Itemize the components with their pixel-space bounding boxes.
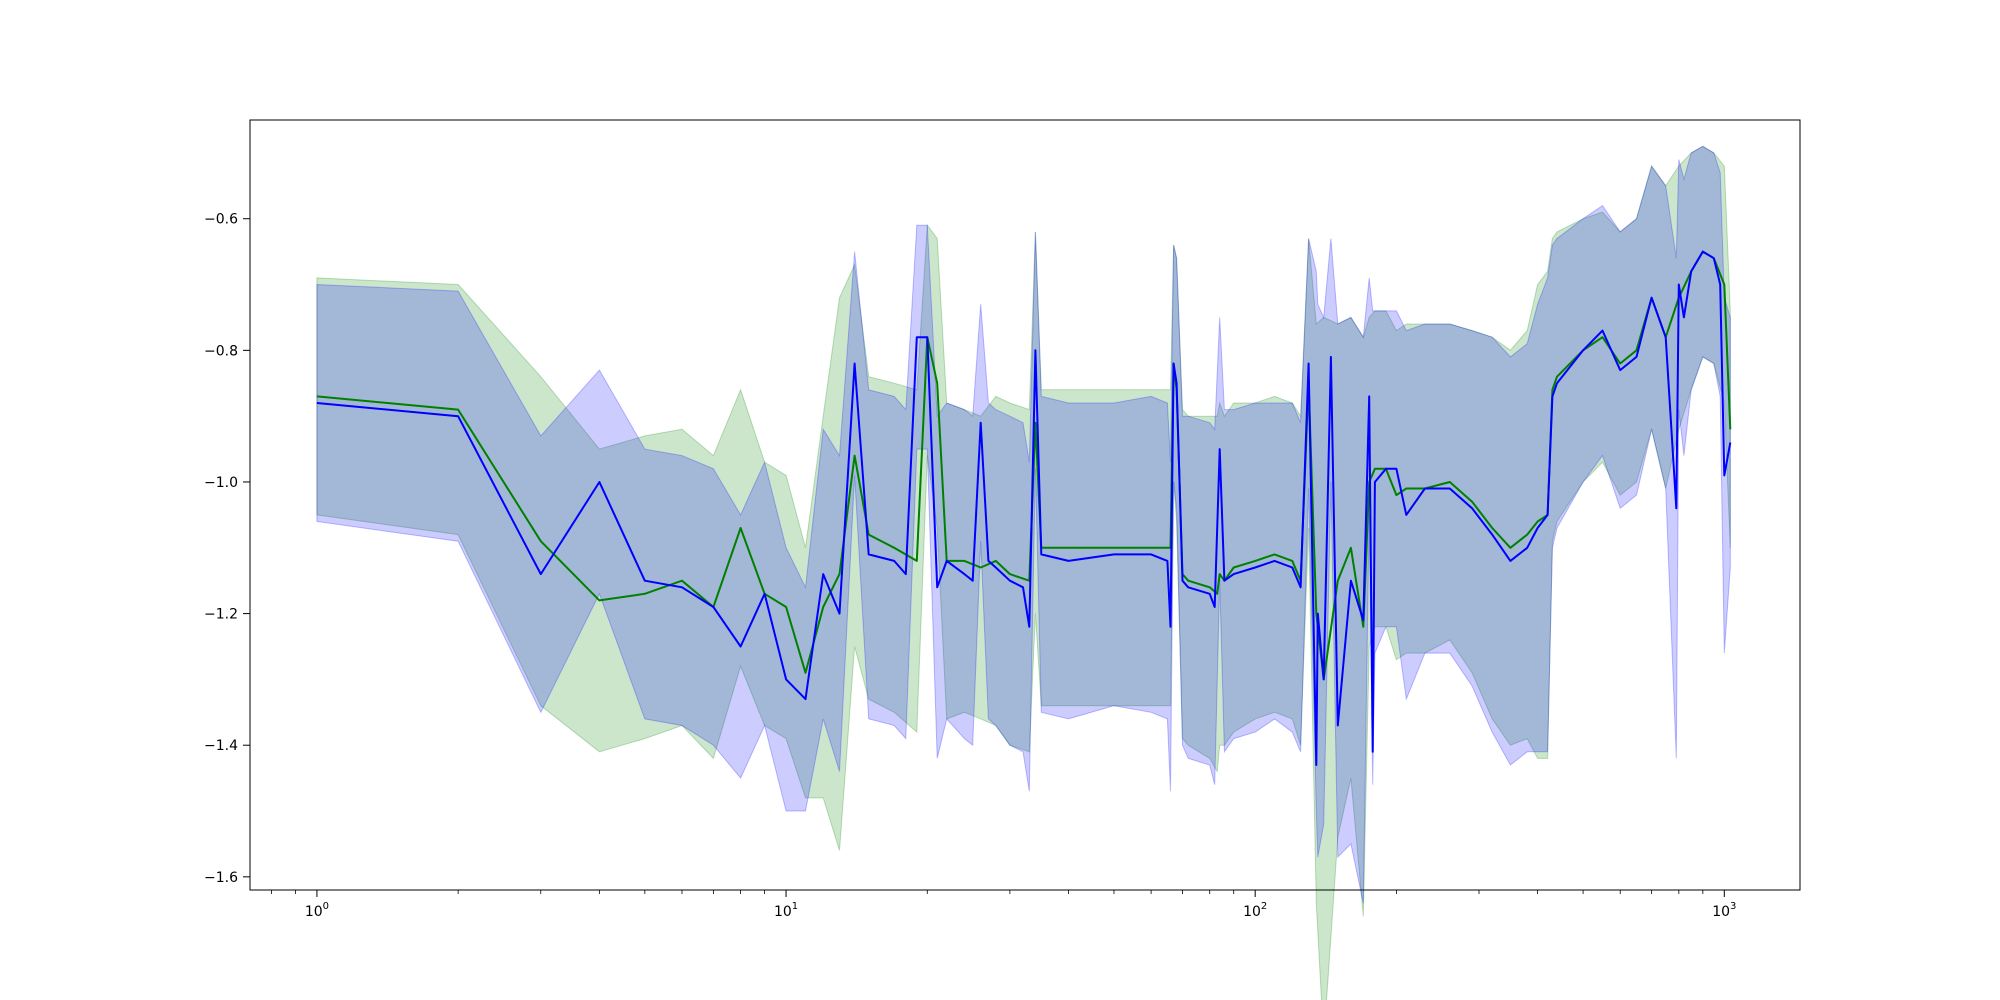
x-tick-exponent: 0 xyxy=(323,901,329,912)
series-1-line xyxy=(316,250,1732,766)
y-tick-label: −0.6 xyxy=(204,212,238,228)
series-1-band xyxy=(316,145,1731,904)
y-tick-label: −1.6 xyxy=(204,870,238,886)
x-tick-exponent: 1 xyxy=(792,901,798,912)
x-tick-label: 100 xyxy=(305,901,329,920)
x-tick-exponent: 2 xyxy=(1261,901,1267,912)
y-tick-label: −1.0 xyxy=(204,475,238,491)
series-lines xyxy=(316,250,1732,766)
x-tick-exponent: 3 xyxy=(1730,901,1736,912)
plot-frame xyxy=(249,119,1801,891)
y-tick-label: −0.8 xyxy=(204,343,238,359)
x-tick-label: 103 xyxy=(1712,901,1736,920)
y-tick-label: −1.4 xyxy=(204,738,238,754)
confidence-bands xyxy=(316,145,1731,1000)
series-0-band xyxy=(316,145,1731,1000)
plot-background xyxy=(250,120,1800,890)
y-tick-label: −1.2 xyxy=(204,607,238,623)
x-tick-label: 102 xyxy=(1243,901,1267,920)
x-tick-label: 101 xyxy=(774,901,798,920)
x-axis: 100 101 102 103 xyxy=(271,890,1736,920)
y-axis: −0.6 −0.8 −1.0 −1.2 −1.4 −1.6 xyxy=(204,212,250,886)
